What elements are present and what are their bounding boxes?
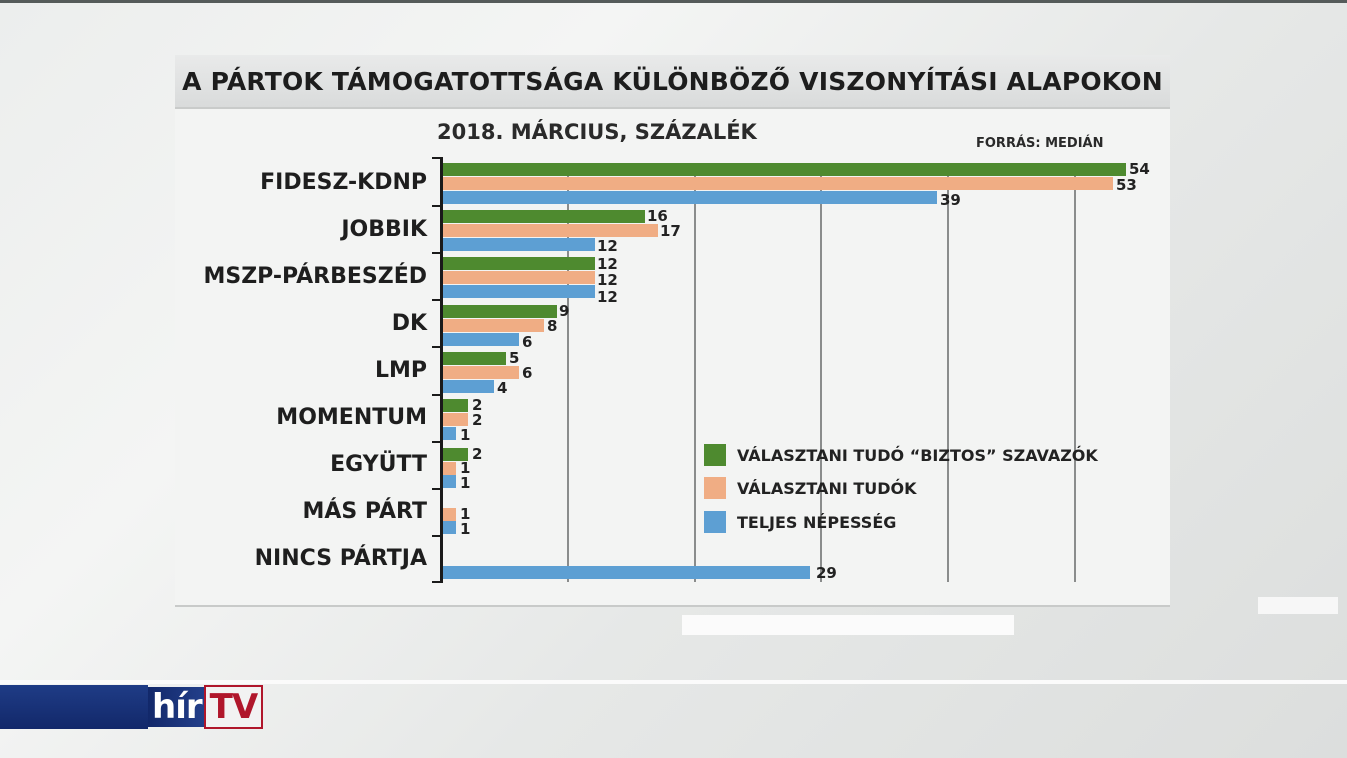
category-label: DK [391, 311, 427, 336]
bar-blue-nincs-partja [443, 566, 810, 579]
value-label: 1 [460, 426, 471, 444]
category-label: MÁS PÁRT [302, 499, 427, 524]
bar-green-egyutt [443, 448, 468, 461]
legend-item-teljes: TELJES NÉPESSÉG [704, 511, 896, 533]
legend-swatch-blue [704, 511, 726, 533]
axis-tick [432, 346, 442, 348]
axis-tick [432, 581, 442, 583]
category-label: NINCS PÁRTJA [254, 546, 427, 571]
overlay-bar [1258, 597, 1338, 614]
gridline-20 [694, 166, 696, 582]
bar-blue-momentum [443, 427, 456, 440]
value-label: 39 [940, 191, 961, 209]
axis-tick [432, 205, 442, 207]
category-label: LMP [374, 358, 427, 383]
axis-tick [432, 488, 442, 490]
category-axis [440, 157, 443, 583]
bar-orange-fidesz [443, 177, 1113, 190]
bar-blue-jobbik [443, 238, 595, 251]
bar-green-momentum [443, 399, 468, 412]
legend-label: VÁLASZTANI TUDÓK [737, 478, 917, 498]
value-label: 6 [522, 333, 533, 351]
bar-blue-egyutt [443, 475, 456, 488]
chart-title: A PÁRTOK TÁMOGATOTTSÁGA KÜLÖNBÖZŐ VISZON… [175, 55, 1170, 109]
value-label: 1 [460, 474, 471, 492]
value-label: 1 [460, 459, 471, 477]
bar-blue-mszp [443, 285, 595, 298]
value-label: 54 [1129, 160, 1150, 178]
legend-label: VÁLASZTANI TUDÓ “BIZTOS” SZAVAZÓK [737, 445, 1098, 465]
bar-orange-mszp [443, 271, 595, 284]
value-label: 1 [460, 520, 471, 538]
logo-blue-band [0, 685, 148, 729]
value-label: 12 [597, 271, 618, 289]
value-label: 12 [597, 255, 618, 273]
chart-source: FORRÁS: MEDIÁN [976, 136, 1104, 151]
lower-third-strip [0, 680, 1347, 684]
value-label: 12 [597, 237, 618, 255]
category-label: JOBBIK [341, 217, 427, 242]
bar-blue-dk [443, 333, 519, 346]
bar-orange-dk [443, 319, 544, 332]
bar-orange-jobbik [443, 224, 658, 237]
value-label: 9 [559, 302, 570, 320]
gridline-10 [567, 166, 569, 582]
bar-green-lmp [443, 352, 506, 365]
bar-green-mszp [443, 257, 595, 270]
legend-swatch-green [704, 444, 726, 466]
legend-item-biztos: VÁLASZTANI TUDÓ “BIZTOS” SZAVAZÓK [704, 444, 1098, 466]
category-label: MSZP-PÁRBESZÉD [203, 264, 427, 289]
bar-blue-mas-part [443, 521, 456, 534]
bar-orange-momentum [443, 413, 468, 426]
category-label: EGYÜTT [330, 452, 427, 477]
axis-tick [432, 441, 442, 443]
legend-swatch-orange [704, 477, 726, 499]
bar-green-dk [443, 305, 557, 318]
axis-tick [432, 394, 442, 396]
gridline-40 [947, 166, 949, 582]
top-frame-line [0, 0, 1347, 3]
bar-orange-lmp [443, 366, 519, 379]
value-label: 29 [816, 564, 837, 582]
bar-orange-mas-part [443, 508, 456, 521]
axis-tick [432, 157, 442, 159]
value-label: 6 [522, 364, 533, 382]
gridline-50 [1074, 166, 1076, 582]
value-label: 12 [597, 288, 618, 306]
hirtv-logo: hír TV [0, 685, 264, 729]
category-label: MOMENTUM [276, 405, 427, 430]
logo-tv-text: TV [203, 685, 264, 729]
value-label: 17 [660, 222, 681, 240]
bar-green-jobbik [443, 210, 645, 223]
axis-tick [432, 299, 442, 301]
bar-green-fidesz [443, 163, 1126, 176]
bar-blue-lmp [443, 380, 494, 393]
category-label: FIDESZ-KDNP [260, 170, 427, 195]
value-label: 5 [509, 349, 520, 367]
value-label: 2 [472, 411, 483, 429]
overlay-bar [682, 615, 1014, 635]
gridline-30 [820, 166, 822, 582]
legend-label: TELJES NÉPESSÉG [737, 512, 897, 532]
chart-subtitle: 2018. MÁRCIUS, SZÁZALÉK [437, 120, 757, 144]
bar-orange-egyutt [443, 462, 456, 475]
legend-item-valasztani: VÁLASZTANI TUDÓK [704, 477, 917, 499]
axis-tick [432, 252, 442, 254]
value-label: 2 [472, 445, 483, 463]
value-label: 2 [472, 396, 483, 414]
value-label: 16 [647, 207, 668, 225]
bar-blue-fidesz [443, 191, 937, 204]
axis-tick [432, 535, 442, 537]
value-label: 4 [497, 379, 508, 397]
value-label: 8 [547, 317, 558, 335]
logo-hir-text: hír [148, 687, 204, 727]
value-label: 1 [460, 505, 471, 523]
value-label: 53 [1116, 176, 1137, 194]
